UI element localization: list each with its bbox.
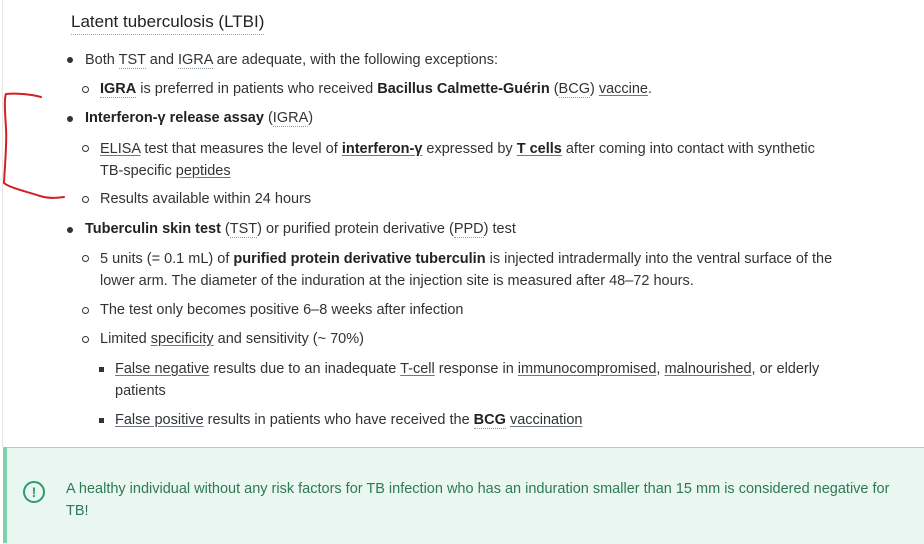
- link-vaccine[interactable]: vaccine: [598, 81, 648, 97]
- list-item: Results available within 24 hours: [100, 191, 312, 207]
- abbr-bcg[interactable]: BCG: [473, 412, 506, 429]
- link-interferon-gamma[interactable]: interferon-γ: [341, 141, 423, 157]
- bullet-disc: [67, 227, 73, 233]
- bullet-disc: [67, 57, 73, 63]
- list-item: False positive results in patients who h…: [115, 412, 583, 429]
- red-bracket-annotation: [2, 92, 65, 199]
- content-border: [2, 0, 3, 447]
- section-title: Latent tuberculosis (LTBI): [71, 11, 265, 35]
- bullet-square: [99, 418, 104, 423]
- callout-text: A healthy individual without any risk fa…: [66, 481, 890, 519]
- bullet-circle: [82, 255, 89, 262]
- abbr-bcg[interactable]: BCG: [558, 81, 590, 98]
- list-item: 5 units (= 0.1 mL) of purified protein d…: [100, 251, 833, 289]
- link-immunocompromised[interactable]: immunocompromised: [517, 361, 657, 377]
- link-false-negative[interactable]: False negative: [115, 361, 210, 377]
- bullet-circle: [82, 86, 89, 93]
- list-item: The test only becomes positive 6–8 weeks…: [100, 302, 464, 318]
- bullet-circle: [82, 336, 89, 343]
- bullet-circle: [82, 145, 89, 152]
- bullet-disc: [67, 116, 73, 122]
- note-callout: [3, 447, 924, 544]
- link-peptides[interactable]: peptides: [175, 163, 231, 179]
- abbr-tst[interactable]: TST: [118, 52, 146, 69]
- abbr-igra[interactable]: IGRA: [272, 110, 309, 127]
- list-item: ELISA test that measures the level of in…: [100, 141, 815, 179]
- link-vaccination[interactable]: vaccination: [509, 412, 583, 428]
- abbr-igra[interactable]: IGRA: [100, 81, 137, 98]
- abbr-igra[interactable]: IGRA: [177, 52, 213, 69]
- list-item: Limited specificity and sensitivity (~ 7…: [100, 331, 364, 347]
- callout-accent-bar: [3, 447, 7, 543]
- list-item: Both TST and IGRA are adequate, with the…: [85, 52, 498, 69]
- list-item: Tuberculin skin test (TST) or purified p…: [85, 221, 516, 238]
- link-specificity[interactable]: specificity: [150, 331, 214, 347]
- link-elisa[interactable]: ELISA: [100, 141, 141, 157]
- link-malnourished[interactable]: malnourished: [664, 361, 752, 377]
- abbr-tst[interactable]: TST: [229, 221, 258, 238]
- exclamation-circle-icon: !: [23, 481, 45, 503]
- link-t-cells[interactable]: T cells: [516, 141, 562, 157]
- list-item: Interferon-γ release assay (IGRA): [85, 110, 314, 127]
- link-false-positive[interactable]: False positive: [115, 412, 204, 428]
- list-item: IGRA is preferred in patients who receiv…: [100, 81, 653, 98]
- link-t-cell[interactable]: T-cell: [400, 361, 435, 377]
- bullet-circle: [82, 307, 89, 314]
- abbr-ppd[interactable]: PPD: [453, 221, 484, 238]
- bullet-circle: [82, 196, 89, 203]
- list-item: False negative results due to an inadequ…: [115, 361, 820, 399]
- bullet-square: [99, 367, 104, 372]
